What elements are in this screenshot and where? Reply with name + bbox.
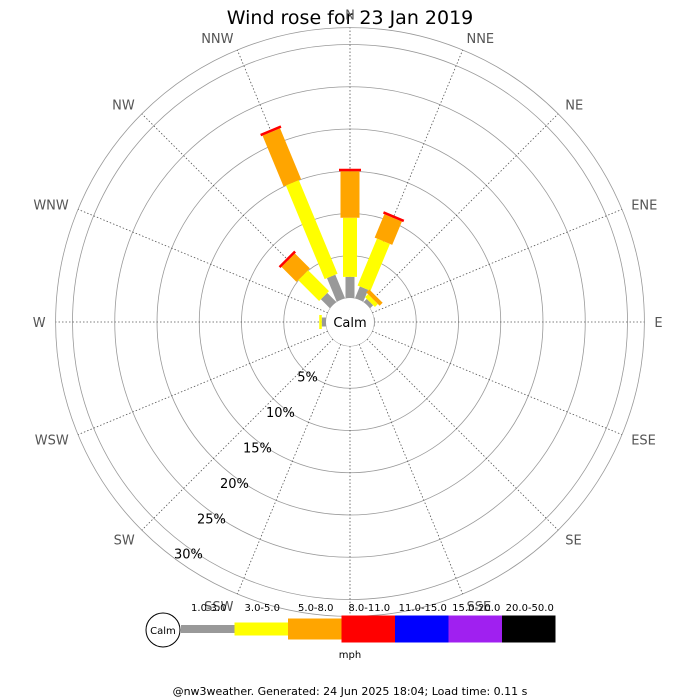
- dir-label-n: N: [345, 9, 355, 24]
- bar-ne-5.0-8.0: [366, 289, 383, 306]
- spoke-nnw: [236, 49, 342, 300]
- legend-calm-circle: [145, 612, 181, 648]
- footer-text: @nw3weather. Generated: 24 Jun 2025 18:0…: [173, 685, 528, 698]
- ring-label: 5%: [297, 371, 318, 386]
- bar-nne-1.0-3.0: [355, 286, 369, 302]
- direction-spokes: [55, 27, 645, 617]
- dir-label-w: W: [33, 316, 46, 331]
- bar-nw-5.0-8.0: [281, 253, 310, 282]
- bar-ne-3.0-5.0: [365, 294, 378, 307]
- ring-labels: 5% 10% 15% 20% 25% 30%: [174, 371, 318, 563]
- dir-label-wsw: WSW: [35, 434, 69, 449]
- spoke-wsw: [77, 330, 328, 436]
- spoke-wnw: [77, 208, 328, 314]
- spoke-ne: [366, 113, 559, 306]
- dir-label-nne: NNE: [466, 32, 494, 47]
- dir-label-ne: NE: [565, 99, 583, 114]
- dir-label-nnw: NNW: [201, 32, 233, 47]
- wind-bars: [260, 125, 405, 329]
- legend-label: 15.0-20.0: [452, 603, 500, 614]
- chart-title: Wind rose for 23 Jan 2019: [227, 7, 474, 29]
- legend-swatch: [234, 622, 288, 636]
- bar-nw-8.0-11.0: [278, 250, 296, 268]
- bar-ne-1.0-3.0: [363, 298, 374, 309]
- bar-nnw-5.0-8.0: [262, 128, 302, 187]
- legend-label: 5.0-8.0: [298, 603, 333, 614]
- legend-label: 20.0-50.0: [506, 603, 554, 614]
- legend-swatch: [395, 615, 449, 643]
- dir-label-e: E: [654, 316, 662, 331]
- dir-label-ene: ENE: [631, 198, 657, 213]
- calm-label: Calm: [333, 316, 366, 331]
- direction-labels: NNNENEENEEESESESSESSSWSWWSWWWNWNWNNW: [33, 9, 663, 639]
- legend-swatch: [502, 615, 556, 643]
- legend-units: mph: [339, 650, 361, 661]
- spoke-sw: [141, 338, 334, 531]
- legend-label: 3.0-5.0: [245, 603, 280, 614]
- legend-swatch: [341, 615, 395, 643]
- bar-nw-1.0-3.0: [320, 292, 337, 309]
- bar-nnw-8.0-11.0: [260, 125, 282, 137]
- bar-nne-5.0-8.0: [374, 214, 402, 245]
- dir-label-nw: NW: [112, 99, 135, 114]
- legend-label: 11.0-15.0: [399, 603, 447, 614]
- ring-label: 15%: [243, 441, 272, 456]
- dir-label-ssw: SSW: [204, 600, 234, 615]
- spoke-nne: [358, 49, 464, 300]
- dir-label-sse: SSE: [466, 600, 491, 615]
- dir-label-se: SE: [565, 533, 581, 548]
- spoke-sse: [358, 344, 464, 595]
- dir-label-wnw: WNW: [33, 198, 69, 213]
- dir-label-sw: SW: [114, 533, 135, 548]
- spoke-ene: [372, 208, 623, 314]
- legend-label: 8.0-11.0: [348, 603, 390, 614]
- speed-legend: Calm mph 1.0-3.0 3.0-5.0 5.0-8.0 8.0-11.0 11…: [145, 603, 556, 661]
- legend-label: 1.0-3.0: [191, 603, 226, 614]
- bar-nne-3.0-5.0: [357, 238, 390, 291]
- bar-nne-8.0-11.0: [382, 211, 405, 223]
- spoke-se: [366, 338, 559, 531]
- ring-label: 30%: [174, 548, 203, 563]
- dir-label-ese: ESE: [631, 434, 656, 449]
- bar-nnw-1.0-3.0: [326, 274, 345, 302]
- legend-swatch: [448, 615, 502, 643]
- spoke-ese: [372, 330, 623, 436]
- ring-label: 10%: [266, 406, 295, 421]
- legend-swatch: [288, 618, 342, 640]
- spoke-nw: [141, 113, 334, 306]
- spoke-ssw: [236, 344, 342, 595]
- calm-circle: Calm: [326, 298, 374, 346]
- ring-label: 25%: [197, 512, 226, 527]
- bar-nnw-3.0-5.0: [285, 180, 338, 280]
- legend-swatch: [181, 625, 235, 633]
- ring-label: 20%: [220, 477, 249, 492]
- legend-calm-label: Calm: [150, 626, 176, 637]
- bar-nw-3.0-5.0: [298, 270, 330, 302]
